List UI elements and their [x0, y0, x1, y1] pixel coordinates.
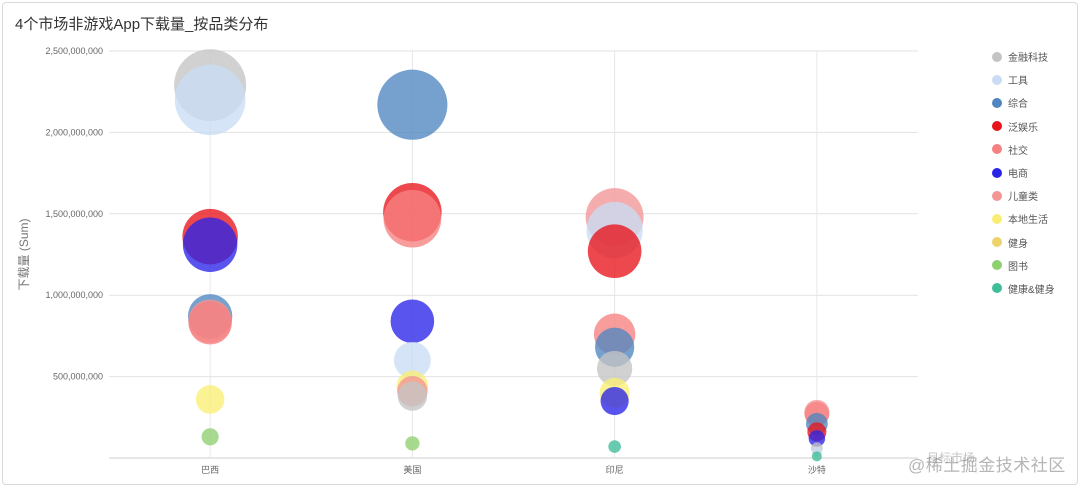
- y-tick-label: 1,500,000,000: [45, 209, 103, 219]
- bubble-plot: 500,000,000 1,000,000,000 1,500,000,000 2,0…: [17, 46, 918, 475]
- legend-label: 电商: [1008, 169, 1028, 181]
- legend-label: 儿童类: [1008, 192, 1038, 204]
- legend-swatch: [992, 283, 1002, 294]
- bubble-point: [393, 341, 431, 379]
- legend-label: 社交: [1008, 145, 1028, 157]
- bubble-point: [587, 224, 642, 279]
- legend-label: 工具: [1008, 76, 1028, 88]
- legend-swatch: [992, 144, 1002, 155]
- bubble-point: [377, 69, 448, 140]
- bubble-point: [608, 440, 621, 453]
- x-tick-label: 印尼: [606, 464, 624, 475]
- x-tick-label: 沙特: [808, 464, 826, 475]
- legend-swatch: [992, 51, 1002, 62]
- bubble-point: [397, 381, 428, 411]
- legend-item[interactable]: 金融科技: [992, 45, 1055, 68]
- bubble-point: [808, 430, 826, 447]
- legend-label: 本地生活: [1008, 215, 1048, 227]
- bubble-point: [182, 217, 238, 272]
- legend-item[interactable]: 工具: [992, 68, 1055, 91]
- legend-label: 图书: [1008, 261, 1028, 273]
- bubble-point: [201, 428, 219, 446]
- legend-swatch: [992, 213, 1002, 224]
- y-tick-label: 500,000,000: [53, 372, 103, 382]
- legend-item[interactable]: 社交: [992, 138, 1055, 161]
- x-tick-label: 巴西: [201, 465, 219, 475]
- bubble-point: [405, 436, 420, 451]
- legend-label: 泛娱乐: [1008, 122, 1038, 134]
- bubble-point: [596, 350, 633, 387]
- legend-swatch: [992, 167, 1002, 178]
- legend-swatch: [992, 237, 1002, 248]
- bubble-point: [188, 301, 232, 345]
- legend-swatch: [992, 97, 1002, 108]
- legend-swatch: [992, 260, 1002, 271]
- legend-item[interactable]: 儿童类: [992, 184, 1055, 207]
- legend-item[interactable]: 健身: [992, 231, 1055, 254]
- bubble-point: [195, 385, 225, 414]
- legend-label: 综合: [1008, 99, 1028, 111]
- y-tick-label: 1,000,000,000: [45, 290, 103, 300]
- legend-item[interactable]: 图书: [992, 254, 1055, 277]
- legend-label: 健康&健身: [1008, 284, 1055, 296]
- bubble-point: [390, 299, 435, 344]
- bubble-point: [383, 189, 442, 248]
- legend-item[interactable]: 本地生活: [992, 207, 1055, 230]
- legend-swatch: [992, 74, 1002, 85]
- x-tick-label: 美国: [403, 464, 421, 475]
- legend-swatch: [992, 121, 1002, 132]
- bubble-point: [811, 451, 822, 462]
- bubble-point: [174, 64, 246, 136]
- legend-item[interactable]: 健康&健身: [992, 277, 1055, 300]
- bubble-point: [600, 386, 629, 416]
- x-axis-title: 目标市场: [927, 451, 976, 465]
- legend-item[interactable]: 综合: [992, 91, 1055, 114]
- legend: 金融科技工具综合泛娱乐社交电商儿童类本地生活健身图书健康&健身: [992, 45, 1055, 300]
- legend-item[interactable]: 电商: [992, 161, 1055, 184]
- y-axis-title: 下载量 (Sum): [17, 218, 31, 290]
- legend-item[interactable]: 泛娱乐: [992, 115, 1055, 138]
- legend-swatch: [992, 190, 1002, 201]
- y-tick-label: 2,000,000,000: [45, 127, 103, 137]
- chart-title: 4个市场非游戏App下载量_按品类分布: [15, 16, 269, 33]
- y-tick-label: 2,500,000,000: [45, 46, 103, 56]
- watermark-text: @稀土掘金技术社区: [908, 456, 1066, 475]
- legend-label: 健身: [1008, 238, 1028, 250]
- legend-label: 金融科技: [1008, 53, 1048, 65]
